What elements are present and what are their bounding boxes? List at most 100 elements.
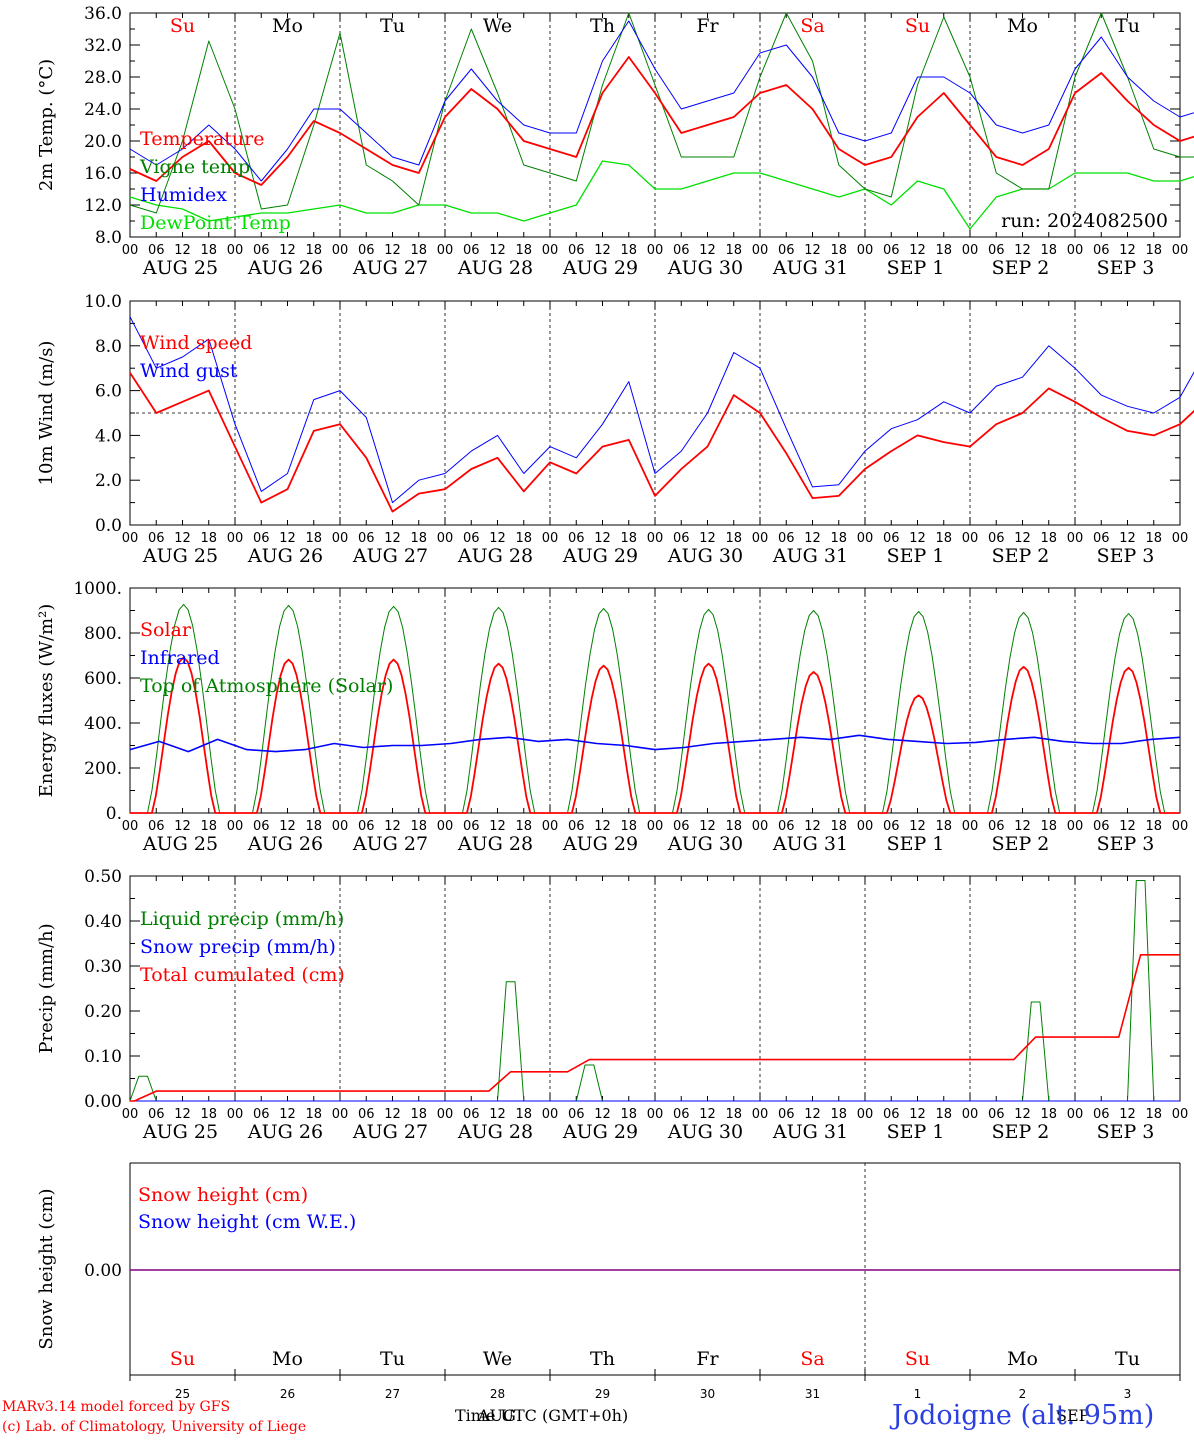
date-label: AUG 31 bbox=[772, 1121, 848, 1143]
date-label: AUG 28 bbox=[457, 833, 533, 855]
date-label: AUG 28 bbox=[457, 1121, 533, 1143]
x-tick-label: 06 bbox=[253, 243, 270, 258]
date-label: AUG 31 bbox=[772, 833, 848, 855]
x-tick-label: 12 bbox=[174, 531, 191, 546]
x-tick-label: 18 bbox=[1145, 531, 1162, 546]
x-tick-label: 12 bbox=[279, 531, 296, 546]
y-tick-label: 6.0 bbox=[95, 382, 122, 402]
bottom-date-label: 30 bbox=[700, 1387, 715, 1401]
date-label: AUG 27 bbox=[352, 545, 428, 567]
x-tick-label: 18 bbox=[620, 1107, 637, 1122]
bottom-date-label: 28 bbox=[490, 1387, 505, 1401]
x-tick-label: 00 bbox=[542, 1107, 559, 1122]
y-tick-label: 0.0 bbox=[95, 516, 122, 536]
weekday-label: Su bbox=[905, 1348, 930, 1370]
x-tick-label: 00 bbox=[332, 243, 349, 258]
weekday-label: We bbox=[483, 15, 512, 37]
wind-legend-1: Wind gust bbox=[140, 360, 238, 382]
date-label: AUG 30 bbox=[667, 257, 743, 279]
x-tick-label: 06 bbox=[463, 819, 480, 834]
x-tick-label: 12 bbox=[909, 531, 926, 546]
date-label: AUG 26 bbox=[247, 545, 323, 567]
x-tick-label: 18 bbox=[1145, 1107, 1162, 1122]
x-tick-label: 12 bbox=[279, 1107, 296, 1122]
date-label: SEP 2 bbox=[992, 257, 1050, 279]
x-tick-label: 06 bbox=[1093, 243, 1110, 258]
weekday-label: Th bbox=[590, 1348, 615, 1370]
flux-legend-1: Infrared bbox=[140, 647, 220, 669]
x-tick-label: 00 bbox=[1172, 1107, 1189, 1122]
x-tick-label: 18 bbox=[410, 243, 427, 258]
x-tick-label: 06 bbox=[358, 243, 375, 258]
panel-frame-3 bbox=[129, 587, 1181, 814]
x-tick-label: 12 bbox=[594, 1107, 611, 1122]
y-tick-label: 1000. bbox=[73, 579, 122, 599]
x-tick-label: 00 bbox=[332, 819, 349, 834]
date-label: AUG 27 bbox=[352, 257, 428, 279]
x-tick-label: 00 bbox=[122, 531, 139, 546]
x-tick-label: 12 bbox=[699, 531, 716, 546]
x-tick-label: 00 bbox=[962, 243, 979, 258]
date-label: AUG 25 bbox=[142, 1121, 218, 1143]
x-tick-label: 18 bbox=[1145, 243, 1162, 258]
x-tick-label: 18 bbox=[515, 819, 532, 834]
x-tick-label: 12 bbox=[174, 1107, 191, 1122]
y-tick-label: 0.40 bbox=[84, 912, 122, 932]
x-tick-label: 00 bbox=[122, 819, 139, 834]
x-tick-label: 18 bbox=[200, 243, 217, 258]
x-tick-label: 12 bbox=[594, 531, 611, 546]
x-tick-label: 12 bbox=[489, 531, 506, 546]
y-tick-label: 200. bbox=[84, 759, 122, 779]
y-tick-label: 20.0 bbox=[84, 132, 122, 152]
y-tick-label: 0.30 bbox=[84, 957, 122, 977]
x-tick-label: 06 bbox=[568, 243, 585, 258]
x-tick-label: 00 bbox=[332, 531, 349, 546]
temp-legend-2: Humidex bbox=[140, 184, 227, 206]
series-humidex bbox=[129, 20, 1194, 182]
y-axis-title-4: Precip (mm/h) bbox=[36, 923, 57, 1053]
x-tick-label: 00 bbox=[857, 1107, 874, 1122]
temp-legend-1: Vigne temp bbox=[139, 156, 250, 178]
date-label: SEP 3 bbox=[1097, 257, 1155, 279]
x-tick-label: 00 bbox=[332, 1107, 349, 1122]
y-tick-label: 4.0 bbox=[95, 426, 122, 446]
y-tick-label: 12.0 bbox=[84, 196, 122, 216]
x-tick-label: 18 bbox=[935, 243, 952, 258]
bottom-date-label: 3 bbox=[1124, 1387, 1132, 1401]
x-tick-label: 06 bbox=[568, 819, 585, 834]
x-tick-label: 06 bbox=[463, 1107, 480, 1122]
y-tick-label: 800. bbox=[84, 624, 122, 644]
date-label: SEP 1 bbox=[887, 1121, 945, 1143]
weekday-label: Su bbox=[170, 15, 195, 37]
weekday-label: Mo bbox=[1007, 1348, 1038, 1370]
x-tick-label: 00 bbox=[437, 531, 454, 546]
y-tick-label: 24.0 bbox=[84, 100, 122, 120]
x-tick-label: 00 bbox=[542, 819, 559, 834]
x-tick-label: 00 bbox=[857, 243, 874, 258]
date-label: AUG 26 bbox=[247, 833, 323, 855]
x-tick-label: 06 bbox=[673, 819, 690, 834]
weekday-label: We bbox=[483, 1348, 512, 1370]
x-tick-label: 18 bbox=[620, 819, 637, 834]
y-tick-label: 32.0 bbox=[84, 36, 122, 56]
x-tick-label: 06 bbox=[148, 531, 165, 546]
date-label: SEP 2 bbox=[992, 833, 1050, 855]
x-tick-label: 06 bbox=[568, 1107, 585, 1122]
y-axis-title-3: Energy fluxes (W/m²) bbox=[36, 604, 57, 798]
x-tick-label: 06 bbox=[148, 1107, 165, 1122]
x-tick-label: 06 bbox=[463, 243, 480, 258]
weekday-label: Sa bbox=[800, 1348, 824, 1370]
date-label: AUG 28 bbox=[457, 545, 533, 567]
bottom-date-label: 26 bbox=[280, 1387, 295, 1401]
y-axis-title-1: 2m Temp. (°C) bbox=[36, 59, 57, 191]
x-tick-label: 12 bbox=[699, 243, 716, 258]
date-label: SEP 1 bbox=[887, 257, 945, 279]
date-label: SEP 1 bbox=[887, 833, 945, 855]
y-tick-label: 2.0 bbox=[95, 471, 122, 491]
x-tick-label: 18 bbox=[830, 531, 847, 546]
series-vigne-temp bbox=[129, 12, 1194, 214]
date-label: AUG 29 bbox=[562, 1121, 638, 1143]
x-tick-label: 06 bbox=[253, 1107, 270, 1122]
weekday-label: Tu bbox=[380, 1348, 405, 1370]
x-tick-label: 12 bbox=[804, 243, 821, 258]
